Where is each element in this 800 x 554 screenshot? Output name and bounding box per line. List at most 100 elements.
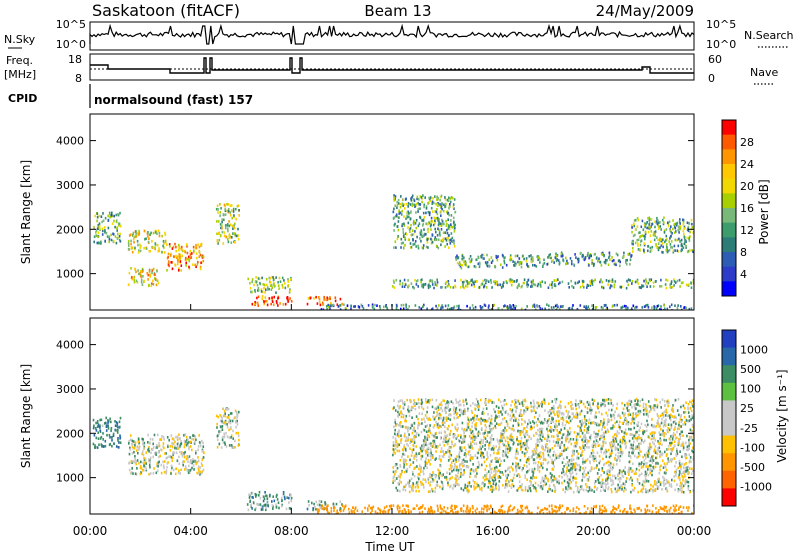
heatmap-cell <box>257 503 259 506</box>
heatmap-cell <box>634 228 637 231</box>
heatmap-cell <box>152 446 155 449</box>
heatmap-cell <box>589 282 592 285</box>
heatmap-cell <box>682 471 684 475</box>
heatmap-cell <box>576 455 579 459</box>
heatmap-cell <box>414 230 416 233</box>
heatmap-cell <box>462 458 465 462</box>
heatmap-cell <box>611 256 613 259</box>
heatmap-cell <box>547 429 549 433</box>
heatmap-cell <box>396 237 399 241</box>
heatmap-cell <box>221 438 224 442</box>
heatmap-cell <box>137 251 140 254</box>
heatmap-cell <box>629 454 632 458</box>
heatmap-cell <box>555 397 558 401</box>
heatmap-cell <box>397 475 400 478</box>
heatmap-cell <box>512 304 515 307</box>
heatmap-cell <box>613 433 616 436</box>
heatmap-cell <box>437 445 439 448</box>
heatmap-cell <box>276 301 278 305</box>
heatmap-cell <box>603 451 605 455</box>
heatmap-cell <box>433 216 436 220</box>
heatmap-cell <box>521 401 523 404</box>
heatmap-cell <box>271 504 274 507</box>
heatmap-cell <box>666 250 669 254</box>
heatmap-cell <box>641 306 644 309</box>
heatmap-cell <box>189 440 192 444</box>
heatmap-cell <box>219 211 222 214</box>
heatmap-cell <box>411 204 414 208</box>
heatmap-cell <box>637 231 640 235</box>
heatmap-cell <box>552 479 554 482</box>
heatmap-cell <box>475 424 477 428</box>
heatmap-cell <box>515 262 517 266</box>
heatmap-cell <box>533 305 536 308</box>
heatmap-cell <box>538 420 541 423</box>
heatmap-cell <box>645 280 647 283</box>
heatmap-cell <box>421 444 423 448</box>
heatmap-cell <box>183 455 186 459</box>
heatmap-cell <box>674 415 676 418</box>
heatmap-cell <box>557 259 560 262</box>
heatmap-cell <box>155 453 157 456</box>
heatmap-cell <box>451 307 453 310</box>
heatmap-cell <box>523 399 526 403</box>
heatmap-cell <box>517 429 519 433</box>
heatmap-cell <box>531 426 533 430</box>
heatmap-cell <box>614 261 617 265</box>
heatmap-cell <box>95 229 98 233</box>
heatmap-cell <box>200 261 202 265</box>
heatmap-cell <box>420 284 423 288</box>
heatmap-cell <box>485 407 488 410</box>
heatmap-cell <box>533 283 535 286</box>
heatmap-cell <box>627 283 630 287</box>
heatmap-cell <box>631 437 634 440</box>
heatmap-cell <box>409 463 412 466</box>
heatmap-cell <box>182 452 184 456</box>
heatmap-cell <box>454 464 456 467</box>
heatmap-cell <box>152 279 154 283</box>
heatmap-cell <box>575 462 577 465</box>
heatmap-cell <box>689 407 692 410</box>
heatmap-cell <box>631 418 633 421</box>
heatmap-cell <box>567 307 570 310</box>
heatmap-cell <box>565 463 567 466</box>
heatmap-cell <box>625 261 627 264</box>
heatmap-cell <box>149 273 152 277</box>
heatmap-cell <box>411 440 414 443</box>
heatmap-cell <box>186 243 188 246</box>
heatmap-cell <box>392 479 395 483</box>
heatmap-cell <box>143 229 146 233</box>
heatmap-cell <box>188 447 190 451</box>
heatmap-cell <box>499 439 501 442</box>
heatmap-cell <box>326 298 328 302</box>
heatmap-cell <box>149 461 151 464</box>
heatmap-cell <box>251 495 253 499</box>
heatmap-cell <box>436 480 438 484</box>
heatmap-cell <box>653 238 656 242</box>
heatmap-cell <box>648 216 651 220</box>
heatmap-cell <box>472 479 475 483</box>
heatmap-cell <box>541 280 544 283</box>
heatmap-cell <box>321 301 324 305</box>
heatmap-cell <box>405 232 407 235</box>
heatmap-cell <box>571 417 574 421</box>
heatmap-cell <box>619 459 621 462</box>
heatmap-cell <box>609 443 612 447</box>
heatmap-cell <box>679 434 682 438</box>
heatmap-cell <box>666 428 668 432</box>
heatmap-cell <box>183 445 186 449</box>
heatmap-cell <box>386 306 388 310</box>
heatmap-cell <box>610 488 612 491</box>
heatmap-cell <box>189 461 192 464</box>
heatmap-cell <box>559 400 562 404</box>
heatmap-cell <box>287 298 290 302</box>
heatmap-cell <box>427 201 430 205</box>
heatmap-cell <box>671 415 673 418</box>
heatmap-cell <box>610 479 612 483</box>
heatmap-cell <box>620 470 623 473</box>
heatmap-cell <box>188 267 191 270</box>
heatmap-cell <box>461 254 464 258</box>
heatmap-cell <box>441 285 443 289</box>
heatmap-cell <box>534 487 537 490</box>
heatmap-cell <box>467 407 469 411</box>
